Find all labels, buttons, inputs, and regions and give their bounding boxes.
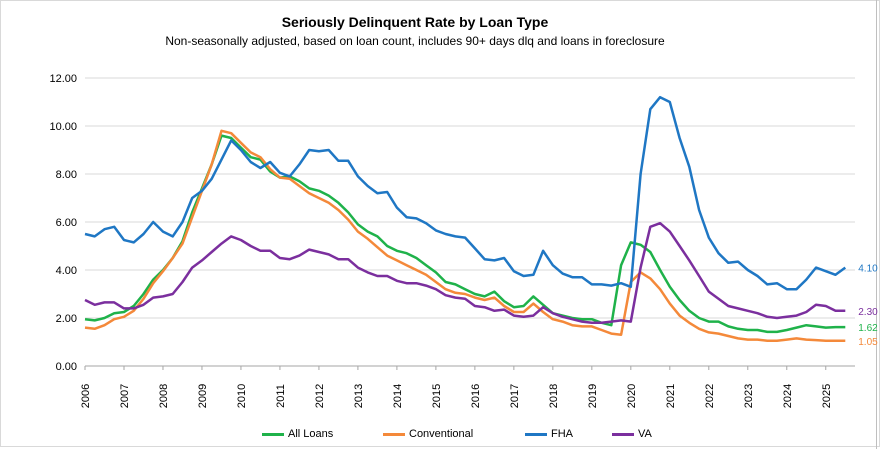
chart-subtitle: Non-seasonally adjusted, based on loan c…	[165, 34, 665, 48]
end-label-va: 2.30	[858, 307, 878, 318]
series-line-fha	[84, 95, 847, 291]
x-tick-label: 2024	[782, 384, 794, 408]
x-tick-label: 2007	[119, 384, 131, 408]
x-tick-label: 2018	[548, 384, 560, 408]
chart-legend: All Loans Conventional FHA VA	[0, 425, 882, 443]
legend-swatch	[383, 432, 405, 436]
x-tick-label: 2009	[197, 384, 209, 408]
x-tick-label: 2013	[353, 384, 365, 408]
legend-item-fha: FHA	[525, 425, 573, 443]
legend-label: FHA	[551, 428, 573, 440]
end-label-fha: 4.10	[858, 264, 878, 275]
x-tick-label: 2008	[158, 384, 170, 408]
y-tick-label: 8.00	[56, 169, 77, 181]
end-label-all-loans: 1.62	[858, 323, 878, 334]
x-tick-label: 2016	[470, 384, 482, 408]
y-tick-label: 2.00	[56, 313, 77, 325]
x-tick-label: 2011	[275, 384, 287, 408]
x-tick-label: 2023	[743, 384, 755, 408]
y-tick-label: 6.00	[56, 217, 77, 229]
x-tick-label: 2015	[431, 384, 443, 408]
legend-swatch	[612, 432, 634, 436]
legend-swatch	[262, 432, 284, 436]
series-line-conventional	[84, 129, 846, 343]
legend-item-all-loans: All Loans	[262, 425, 333, 443]
window-edge	[876, 0, 877, 449]
legend-item-va: VA	[612, 425, 652, 443]
x-tick-label: 2019	[587, 384, 599, 408]
legend-swatch	[525, 432, 547, 436]
x-tick-label: 2014	[392, 384, 404, 408]
legend-label: VA	[638, 428, 652, 440]
x-tick-label: 2012	[314, 384, 326, 408]
y-tick-label: 4.00	[56, 265, 77, 277]
x-tick-label: 2020	[626, 384, 638, 408]
series-line-all-loans	[84, 134, 846, 334]
chart-title: Seriously Delinquent Rate by Loan Type	[281, 14, 549, 30]
series-line-va	[84, 221, 846, 325]
x-tick-label: 2006	[80, 384, 92, 408]
end-label-conventional: 1.05	[858, 337, 878, 348]
x-tick-label: 2025	[821, 384, 833, 408]
x-tick-label: 2017	[509, 384, 521, 408]
y-tick-label: 10.00	[49, 121, 77, 133]
y-tick-label: 0.00	[56, 361, 77, 373]
legend-item-conventional: Conventional	[383, 425, 473, 443]
x-tick-label: 2021	[665, 384, 677, 408]
legend-label: All Loans	[288, 428, 334, 440]
x-tick-label: 2022	[704, 384, 716, 408]
y-tick-label: 12.00	[49, 73, 77, 85]
x-tick-label: 2010	[236, 384, 248, 408]
legend-label: Conventional	[409, 428, 474, 440]
